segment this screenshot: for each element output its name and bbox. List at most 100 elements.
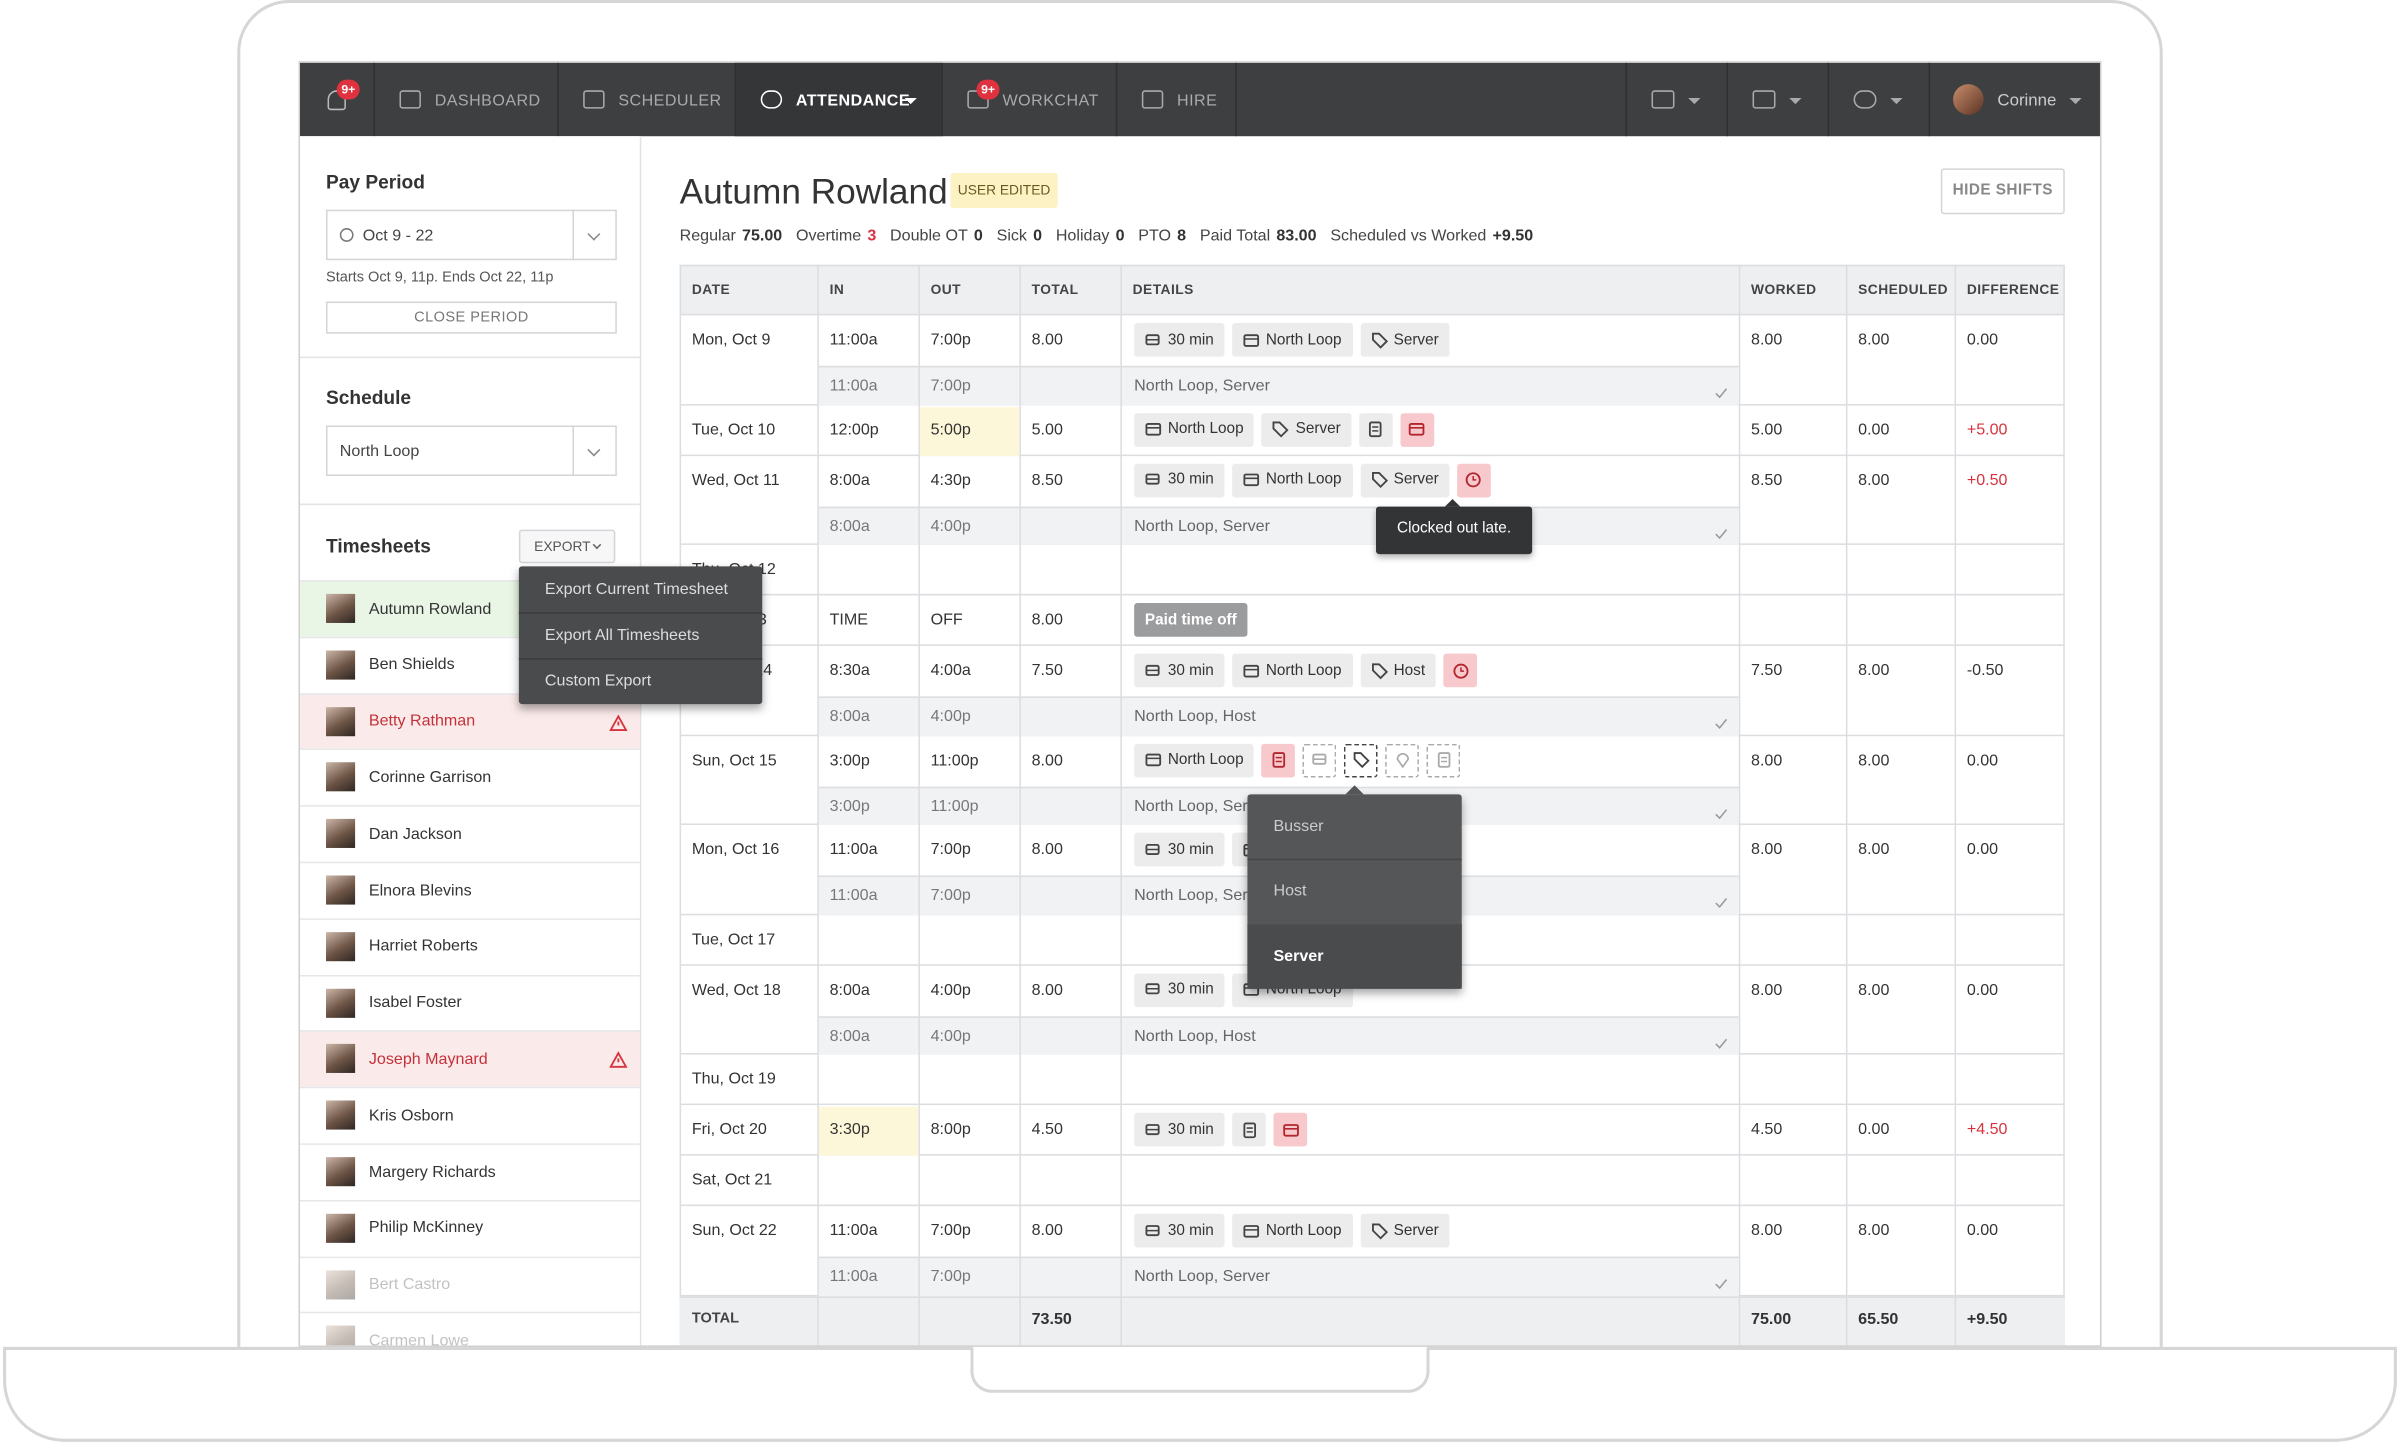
column-divider (1845, 645, 1848, 736)
column-divider (1019, 264, 1021, 316)
export-button[interactable]: EXPORT (518, 529, 616, 564)
scheduled-cell: 0.00 (1858, 420, 1890, 439)
scheduled-in: 11:00a (829, 886, 878, 905)
detail-chip[interactable] (1344, 743, 1379, 777)
column-divider (1019, 696, 1021, 736)
column-divider (918, 735, 920, 825)
date-cell: Wed, Oct 11 (691, 470, 780, 490)
detail-chip: 30 min (1134, 1213, 1225, 1248)
select[interactable] (326, 209, 617, 261)
warning-icon (609, 711, 628, 731)
nav-menu[interactable] (1829, 63, 1928, 136)
employee-row[interactable] (299, 861, 640, 919)
detail-chip: Host (1359, 653, 1436, 688)
column-divider (1738, 824, 1741, 915)
column-divider (918, 595, 920, 646)
nav-caret (1688, 97, 1701, 105)
employee-avatar (326, 1157, 356, 1187)
scheduled-details: North Loop, Server (1134, 1267, 1270, 1286)
detail-chip: Server (1359, 322, 1450, 357)
column-divider (1019, 544, 1021, 596)
menu-item[interactable]: Export Current Timesheet (519, 566, 762, 612)
chip-label: North Loop (1167, 420, 1244, 438)
select[interactable] (326, 425, 617, 477)
employee-avatar (326, 762, 356, 792)
scheduled-out: 7:00p (930, 1267, 971, 1286)
employee-row[interactable] (299, 1256, 640, 1313)
column-divider (1738, 404, 1741, 456)
detail-chip: North Loop (1232, 1213, 1353, 1248)
menu-item[interactable]: Custom Export (519, 658, 762, 704)
column-divider (1019, 365, 1021, 405)
employee-name: Betty Rathman (368, 711, 476, 731)
column-divider (1120, 544, 1122, 596)
column-header: DATE (691, 281, 731, 297)
employee-avatar (326, 593, 356, 623)
menu-item[interactable]: Export All Timesheets (519, 612, 762, 658)
employee-avatar (326, 650, 356, 680)
detail-chip[interactable] (1303, 743, 1337, 777)
employee-row[interactable] (299, 1143, 640, 1200)
employee-row[interactable] (299, 1087, 640, 1144)
column-divider (1120, 1295, 1122, 1346)
summary-label: Regular (679, 226, 736, 245)
column-header: WORKED (1751, 281, 1817, 297)
column-divider (1120, 645, 1122, 736)
employee-row[interactable] (299, 805, 640, 862)
worked-cell: 5.00 (1751, 420, 1783, 439)
tooltip-arrow (1444, 498, 1461, 507)
chip-icon (1270, 752, 1287, 769)
summary-item: Double OT 0 (890, 227, 983, 245)
menu-item[interactable]: Busser (1247, 794, 1461, 859)
user-name: Corinne (1997, 91, 2057, 111)
chip-label: 30 min (1167, 331, 1214, 349)
pay-period-note: Starts Oct 9, 11p. Ends Oct 22, 11p (326, 269, 554, 287)
chip-icon (1145, 752, 1162, 769)
chip-label: 30 min (1167, 1222, 1214, 1240)
tooltip-text: Clocked out late. (1397, 520, 1512, 538)
column-divider (918, 1155, 920, 1207)
employee-row[interactable] (299, 974, 640, 1031)
column-divider (1120, 1054, 1122, 1106)
date-cell: Mon, Oct 16 (691, 840, 780, 859)
detail-chip (1261, 743, 1296, 777)
employee-row[interactable] (299, 918, 640, 975)
in-cell: 11:00a (829, 1221, 878, 1240)
employee-avatar (326, 1100, 356, 1130)
user-avatar (1953, 84, 1984, 115)
date-cell: Thu, Oct 19 (691, 1069, 776, 1089)
chip-label: 30 min (1167, 471, 1214, 489)
in-cell: 12:00p (829, 420, 879, 439)
detail-chip[interactable] (1385, 743, 1420, 777)
column-divider (1954, 824, 1957, 915)
close-period-button[interactable]: CLOSE PERIOD (326, 301, 617, 334)
chip-icon (1312, 752, 1329, 769)
column-divider (1019, 1015, 1021, 1055)
chip-label: Server (1295, 420, 1341, 438)
nav-menu[interactable] (1728, 63, 1827, 136)
employee-row[interactable] (299, 1030, 640, 1088)
menu-item[interactable]: Host (1247, 859, 1461, 924)
employee-row[interactable] (299, 1199, 640, 1257)
total-label: TOTAL (691, 1309, 739, 1327)
nav-icon (1651, 90, 1675, 109)
nav-divider (941, 62, 943, 137)
laptop-notch (970, 1346, 1430, 1393)
column-divider (1845, 1206, 1848, 1296)
column-divider (1120, 1256, 1122, 1296)
column-divider (1120, 824, 1122, 915)
employee-row[interactable] (299, 749, 640, 806)
column-divider (1019, 315, 1021, 405)
nav-menu[interactable] (1627, 63, 1726, 136)
employee-row[interactable] (299, 1312, 640, 1346)
column-divider (1845, 315, 1848, 405)
column-divider (918, 1015, 920, 1055)
hide-shifts-button[interactable]: HIDE SHIFTS (1940, 168, 2065, 215)
details-chips: North Loop Server (1134, 412, 1435, 447)
summary-value: 0 (1033, 226, 1043, 245)
nav-divider (1235, 62, 1237, 137)
menu-item[interactable]: Server (1247, 923, 1462, 989)
scheduled-row (818, 365, 1739, 405)
summary-label: Overtime (796, 226, 862, 245)
detail-chip[interactable] (1427, 743, 1461, 777)
